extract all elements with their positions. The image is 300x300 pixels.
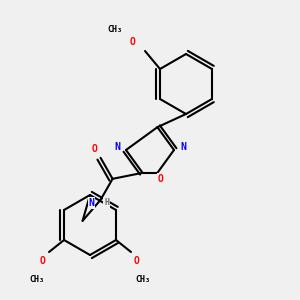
Text: O: O: [158, 174, 164, 184]
Text: O: O: [134, 256, 140, 266]
Text: N: N: [88, 198, 94, 208]
Text: O: O: [92, 144, 98, 154]
Text: H: H: [104, 198, 109, 207]
Text: CH₃: CH₃: [107, 26, 122, 34]
Text: O: O: [130, 37, 136, 47]
Text: N: N: [180, 142, 186, 152]
Text: CH₃: CH₃: [136, 274, 151, 284]
Text: O: O: [40, 256, 46, 266]
Text: CH₃: CH₃: [29, 274, 44, 284]
Text: N: N: [114, 142, 120, 152]
